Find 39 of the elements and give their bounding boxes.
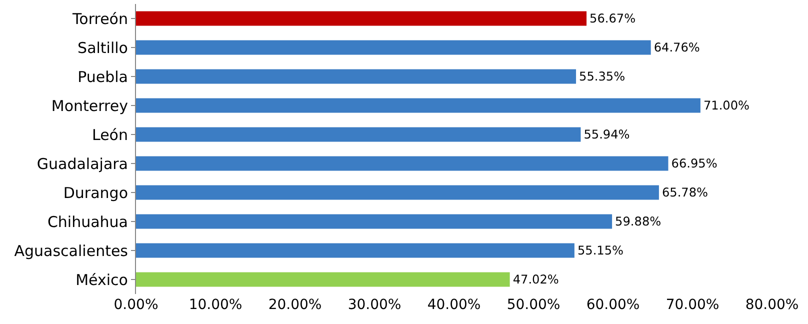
- bar: [136, 272, 510, 287]
- y-tick-label: Puebla: [78, 68, 128, 86]
- y-tick-label: Saltillo: [78, 38, 128, 57]
- x-tick-label: 10.00%: [188, 297, 242, 313]
- bar: [136, 98, 700, 113]
- x-tick-label: 70.00%: [666, 297, 720, 313]
- bar: [136, 69, 576, 84]
- x-tick-label: 60.00%: [586, 297, 640, 313]
- data-label: 71.00%: [703, 98, 750, 113]
- bar: [136, 243, 574, 258]
- x-tick-label: 50.00%: [506, 297, 560, 313]
- data-label: 59.88%: [615, 214, 662, 229]
- bar: [136, 185, 659, 200]
- data-label: 55.35%: [579, 70, 626, 84]
- data-label: 64.76%: [654, 40, 700, 55]
- x-tick-label: 30.00%: [348, 297, 402, 313]
- x-tick-label: 40.00%: [427, 297, 481, 313]
- bar: [136, 40, 651, 55]
- data-label: 47.02%: [512, 272, 559, 287]
- x-tick-label: 20.00%: [268, 297, 322, 313]
- y-tick-label: Chihuahua: [47, 212, 128, 231]
- y-tick-label: Monterrey: [51, 96, 128, 115]
- y-tick-label: Aguascalientes: [14, 242, 128, 260]
- data-label: 56.67%: [590, 12, 636, 26]
- x-tick-label: 0.00%: [114, 297, 158, 313]
- data-label: 66.95%: [671, 156, 718, 171]
- y-tick-label: Torreón: [72, 10, 128, 28]
- y-tick-label: Guadalajara: [36, 154, 128, 173]
- bar: [136, 156, 668, 171]
- data-label: 65.78%: [662, 186, 708, 200]
- data-label: 55.94%: [584, 128, 630, 142]
- bar: [136, 11, 587, 26]
- bar: [136, 127, 581, 142]
- y-tick-label: Durango: [63, 184, 128, 202]
- y-tick-label: León: [92, 126, 128, 144]
- data-label: 55.15%: [577, 244, 624, 258]
- bar: [136, 214, 612, 229]
- x-tick-label: 80.00%: [745, 297, 799, 313]
- y-tick-label: México: [76, 270, 128, 289]
